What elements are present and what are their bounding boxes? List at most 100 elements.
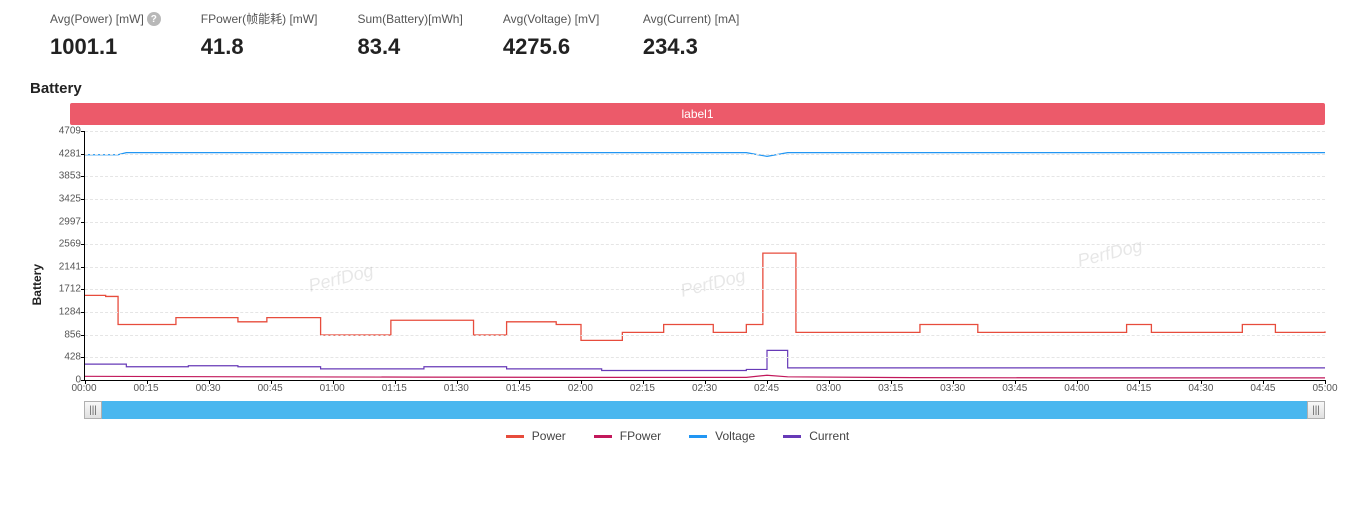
gridline	[85, 244, 1325, 245]
legend-swatch	[689, 435, 707, 438]
x-tick-label: 02:15	[630, 383, 655, 394]
metrics-row: Avg(Power) [mW]?1001.1 FPower(帧能耗) [mW] 41…	[50, 10, 1325, 60]
x-tick-label: 04:30	[1188, 383, 1213, 394]
gridline	[85, 267, 1325, 268]
gridline	[85, 199, 1325, 200]
gridline	[85, 154, 1325, 155]
gridline	[85, 289, 1325, 290]
metric-label-text: Avg(Current) [mA]	[643, 12, 739, 26]
metric-label-text: Avg(Voltage) [mV]	[503, 12, 600, 26]
x-tick-label: 01:00	[320, 383, 345, 394]
chart-label-bar[interactable]: label1	[70, 103, 1325, 125]
help-icon[interactable]: ?	[147, 12, 161, 26]
x-tick-label: 02:30	[692, 383, 717, 394]
x-tick-label: 00:30	[196, 383, 221, 394]
x-tick-label: 03:00	[816, 383, 841, 394]
legend-label: Power	[532, 429, 566, 443]
grip-icon: |||	[89, 405, 97, 416]
y-tick-mark	[81, 154, 85, 155]
y-tick-mark	[81, 131, 85, 132]
y-tick-mark	[81, 312, 85, 313]
y-tick-mark	[81, 244, 85, 245]
y-tick-mark	[81, 357, 85, 358]
chart-label-text: label1	[681, 107, 713, 121]
y-axis-title: Battery	[30, 244, 44, 305]
y-tick-mark	[81, 267, 85, 268]
y-tick-mark	[81, 289, 85, 290]
metric-value: 234.3	[643, 34, 743, 60]
y-tick-mark	[81, 222, 85, 223]
legend-label: FPower	[620, 429, 661, 443]
y-tick-label: 856	[47, 329, 81, 340]
x-tick-label: 00:00	[71, 383, 96, 394]
x-tick-label: 04:45	[1250, 383, 1275, 394]
legend-swatch	[506, 435, 524, 438]
x-tick-label: 04:00	[1064, 383, 1089, 394]
x-tick-label: 02:00	[568, 383, 593, 394]
grip-icon: |||	[1312, 405, 1320, 416]
scroll-handle-left[interactable]: |||	[84, 401, 102, 419]
section-title-battery: Battery	[30, 80, 1325, 97]
time-scrollbar[interactable]: ||| |||	[84, 401, 1325, 419]
metric-value: 83.4	[357, 34, 462, 60]
y-tick-mark	[81, 335, 85, 336]
legend-item-fpower[interactable]: FPower	[594, 429, 661, 443]
legend-item-power[interactable]: Power	[506, 429, 566, 443]
metric-fpower: FPower(帧能耗) [mW] 41.8	[201, 10, 318, 60]
series-fpower	[85, 375, 1325, 378]
legend-label: Current	[809, 429, 849, 443]
metric-avg_current: Avg(Current) [mA] 234.3	[643, 10, 743, 60]
metric-avg_power: Avg(Power) [mW]?1001.1	[50, 10, 161, 60]
metric-avg_voltage: Avg(Voltage) [mV] 4275.6	[503, 10, 603, 60]
metric-label: Sum(Battery)[mWh]	[357, 12, 462, 26]
scroll-handle-right[interactable]: |||	[1307, 401, 1325, 419]
x-tick-label: 02:45	[754, 383, 779, 394]
gridline	[85, 357, 1325, 358]
battery-chart: Battery 04288561284171221412569299734253…	[30, 131, 1325, 419]
x-tick-label: 01:30	[444, 383, 469, 394]
y-tick-label: 1712	[47, 284, 81, 295]
x-tick-label: 00:45	[258, 383, 283, 394]
y-tick-label: 2569	[47, 239, 81, 250]
metric-value: 41.8	[201, 34, 318, 60]
legend-item-voltage[interactable]: Voltage	[689, 429, 755, 443]
metric-label: Avg(Current) [mA]	[643, 12, 739, 26]
legend-swatch	[594, 435, 612, 438]
x-tick-label: 01:15	[382, 383, 407, 394]
x-tick-label: 05:00	[1312, 383, 1337, 394]
gridline	[85, 131, 1325, 132]
y-tick-label: 2141	[47, 261, 81, 272]
y-tick-label: 3425	[47, 193, 81, 204]
plot-area[interactable]: 0428856128417122141256929973425385342814…	[84, 131, 1325, 381]
metric-sum_battery: Sum(Battery)[mWh] 83.4	[357, 10, 462, 60]
x-tick-label: 00:15	[134, 383, 159, 394]
metric-label: Avg(Voltage) [mV]	[503, 12, 600, 26]
chart-legend: Power FPower Voltage Current	[30, 429, 1325, 443]
x-tick-label: 04:15	[1126, 383, 1151, 394]
gridline	[85, 176, 1325, 177]
x-tick-label: 03:15	[878, 383, 903, 394]
metric-label-text: Avg(Power) [mW]	[50, 12, 144, 26]
x-tick-label: 03:30	[940, 383, 965, 394]
y-tick-label: 2997	[47, 216, 81, 227]
gridline	[85, 335, 1325, 336]
legend-swatch	[783, 435, 801, 438]
legend-item-current[interactable]: Current	[783, 429, 849, 443]
gridline	[85, 312, 1325, 313]
y-tick-label: 1284	[47, 307, 81, 318]
y-tick-label: 428	[47, 352, 81, 363]
y-tick-label: 3853	[47, 171, 81, 182]
series-current	[85, 350, 1325, 370]
y-tick-mark	[81, 199, 85, 200]
gridline	[85, 222, 1325, 223]
series-svg	[85, 131, 1325, 380]
x-axis-ticks: 00:0000:1500:3000:4501:0001:1501:3001:45…	[84, 381, 1325, 397]
legend-label: Voltage	[715, 429, 755, 443]
scroll-fill[interactable]	[102, 401, 1307, 419]
metric-label-text: FPower(帧能耗) [mW]	[201, 10, 318, 27]
y-tick-label: 4709	[47, 126, 81, 137]
metric-value: 4275.6	[503, 34, 603, 60]
y-tick-mark	[81, 176, 85, 177]
x-tick-label: 01:45	[506, 383, 531, 394]
x-tick-label: 03:45	[1002, 383, 1027, 394]
